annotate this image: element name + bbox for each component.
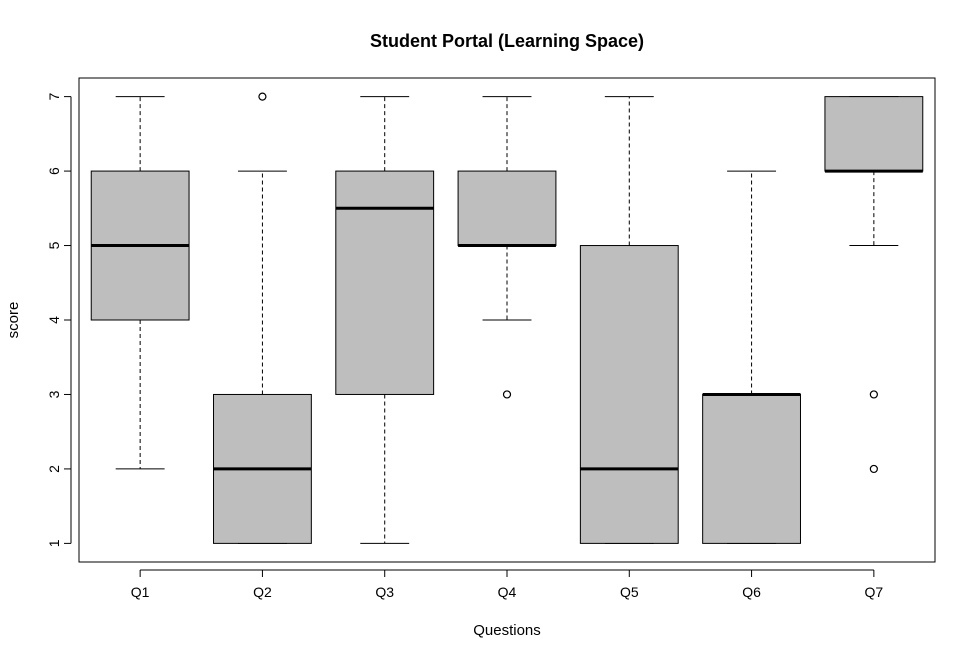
y-tick-label: 1 [46, 539, 62, 547]
x-tick-label: Q2 [253, 584, 272, 600]
y-tick-label: 7 [46, 93, 62, 101]
outlier-point [869, 464, 878, 474]
plot-frame [78, 77, 936, 563]
x-tick-label: Q6 [742, 584, 761, 600]
y-tick-label: 4 [46, 316, 62, 324]
box [457, 170, 557, 247]
x-tick-label: Q7 [865, 584, 884, 600]
y-axis-label: score [5, 302, 22, 339]
box [824, 96, 924, 172]
outlier-point [258, 92, 267, 101]
y-tick-label: 5 [46, 241, 62, 249]
x-tick-label: Q4 [498, 584, 517, 600]
x-tick-label: Q3 [375, 584, 394, 600]
y-tick-label: 2 [46, 465, 62, 473]
box [579, 245, 679, 544]
y-tick-label: 6 [46, 167, 62, 175]
x-tick-label: Q1 [131, 584, 150, 600]
chart-marks: 1 2 3 4 5 6 7 Q1 Q2 Q3 Q4 Q5 Q6 Q7 [46, 92, 924, 600]
x-tick-label: Q5 [620, 584, 639, 600]
chart-title: Student Portal (Learning Space) [370, 31, 644, 51]
box [335, 170, 435, 395]
x-axis-label: Questions [473, 622, 541, 639]
box [702, 393, 801, 544]
y-tick-label: 3 [46, 390, 62, 398]
outlier-point [869, 390, 878, 399]
outlier-point [502, 390, 512, 399]
